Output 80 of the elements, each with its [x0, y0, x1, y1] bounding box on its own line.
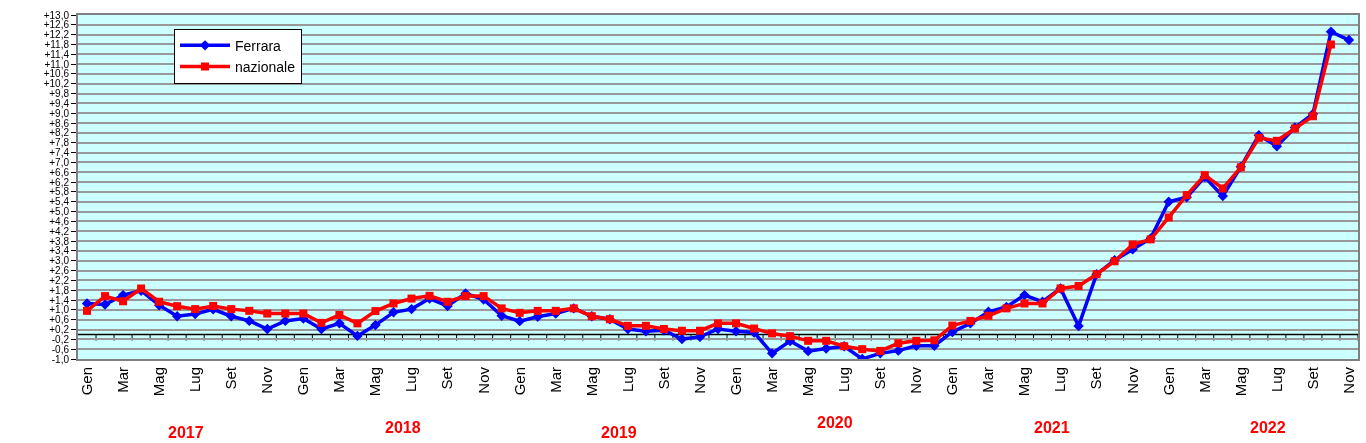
y-tick-label: +13,0: [43, 9, 70, 21]
y-tick-label: +3,0: [49, 255, 70, 267]
y-tick-label: +10,6: [43, 68, 70, 80]
x-tick-label: Gen: [726, 367, 744, 396]
y-tick-label: +7,0: [49, 156, 70, 168]
x-tick-label: Nov: [474, 366, 492, 394]
text: 2021: [1034, 419, 1070, 436]
x-tick-label: Mag: [366, 367, 384, 397]
y-tick-label: +5,4: [49, 196, 70, 208]
x-tick-label: Set: [1303, 366, 1321, 390]
x-tick-label: Mar: [979, 367, 997, 393]
x-tick-label: Gen: [943, 367, 961, 396]
y-tick-label: +4,2: [49, 225, 70, 237]
x-tick-label: Lug: [186, 367, 204, 393]
x-tick-label: Nov: [258, 366, 276, 394]
legend-label: nazionale: [235, 59, 296, 76]
x-tick-label: Set: [871, 366, 889, 390]
text: 2018: [385, 419, 421, 436]
y-tick-label: +9,8: [49, 88, 70, 100]
y-tick-label: +9,0: [49, 107, 70, 119]
y-tick-label: +8,2: [49, 127, 70, 139]
y-tick-label: +11,0: [44, 58, 70, 70]
x-tick-label: Nov: [690, 366, 708, 394]
y-tick-label: +5,0: [49, 206, 70, 218]
y-tick-label: +7,8: [49, 137, 70, 149]
y-tick-label: +6,2: [49, 176, 70, 188]
y-tick-label: +11,8: [44, 38, 70, 50]
x-tick-label: Mar: [1195, 367, 1213, 393]
x-tick-label: Lug: [835, 367, 853, 393]
x-tick-label: Mar: [762, 367, 780, 393]
y-tick-label: +2,6: [49, 265, 70, 277]
x-tick-label: Set: [222, 366, 240, 390]
y-tick-label: -1,0: [51, 353, 70, 365]
x-tick-label: Lug: [1051, 367, 1069, 393]
x-tick-label: Mag: [1015, 367, 1033, 397]
legend-label: Ferrara: [235, 37, 282, 54]
y-tick-label: +1,8: [49, 284, 70, 296]
y-tick-label: +8,6: [49, 117, 70, 129]
x-tick-label: Set: [654, 366, 672, 390]
x-tick-label: Nov: [907, 366, 925, 394]
x-tick-label: Mar: [113, 367, 131, 393]
x-tick-label: Gen: [1159, 367, 1177, 396]
x-tick-label: Gen: [294, 367, 312, 396]
text: 2020: [817, 414, 853, 431]
y-tick-label: +9,4: [49, 97, 70, 109]
x-tick-label: Mag: [582, 367, 600, 397]
y-tick-label: -0,2: [51, 333, 70, 345]
y-tick-label: +0,6: [49, 314, 70, 326]
y-tick-label: +3,4: [49, 245, 70, 257]
y-tick-label: +0,2: [49, 324, 70, 336]
x-tick-label: Gen: [77, 367, 95, 396]
x-tick-label: Set: [1087, 366, 1105, 390]
x-tick-label: Nov: [1123, 366, 1141, 394]
x-tick-label: Mag: [799, 367, 817, 397]
x-tick-label: Mar: [330, 367, 348, 393]
x-tick-label: Lug: [402, 367, 420, 393]
x-tick-label: Mar: [546, 367, 564, 393]
y-tick-label: +3,8: [49, 235, 70, 247]
x-tick-label: Lug: [618, 367, 636, 393]
x-tick-label: Mag: [1231, 367, 1249, 397]
text: 2019: [601, 424, 637, 441]
x-tick-label: Set: [438, 366, 456, 390]
x-tick-label: Nov: [1339, 366, 1357, 394]
x-tick-label: Mag: [150, 367, 168, 397]
y-tick-label: +6,6: [49, 166, 70, 178]
y-tick-label: -0,6: [51, 343, 70, 355]
x-tick-label: Gen: [510, 367, 528, 396]
y-tick-label: +11,4: [44, 48, 70, 60]
y-tick-label: +5,8: [49, 186, 70, 198]
y-tick-label: +10,2: [43, 78, 70, 90]
y-tick-label: +12,2: [43, 29, 70, 41]
y-tick-label: +1,0: [49, 304, 70, 316]
y-tick-label: +2,2: [49, 274, 70, 286]
text: 2017: [168, 424, 204, 441]
y-tick-label: +4,6: [49, 215, 70, 227]
text: 2022: [1250, 419, 1286, 436]
y-tick-label: +7,4: [49, 147, 70, 159]
x-tick-label: Lug: [1267, 367, 1285, 393]
y-tick-label: +12,6: [43, 19, 70, 31]
y-tick-label: +1,4: [49, 294, 70, 306]
